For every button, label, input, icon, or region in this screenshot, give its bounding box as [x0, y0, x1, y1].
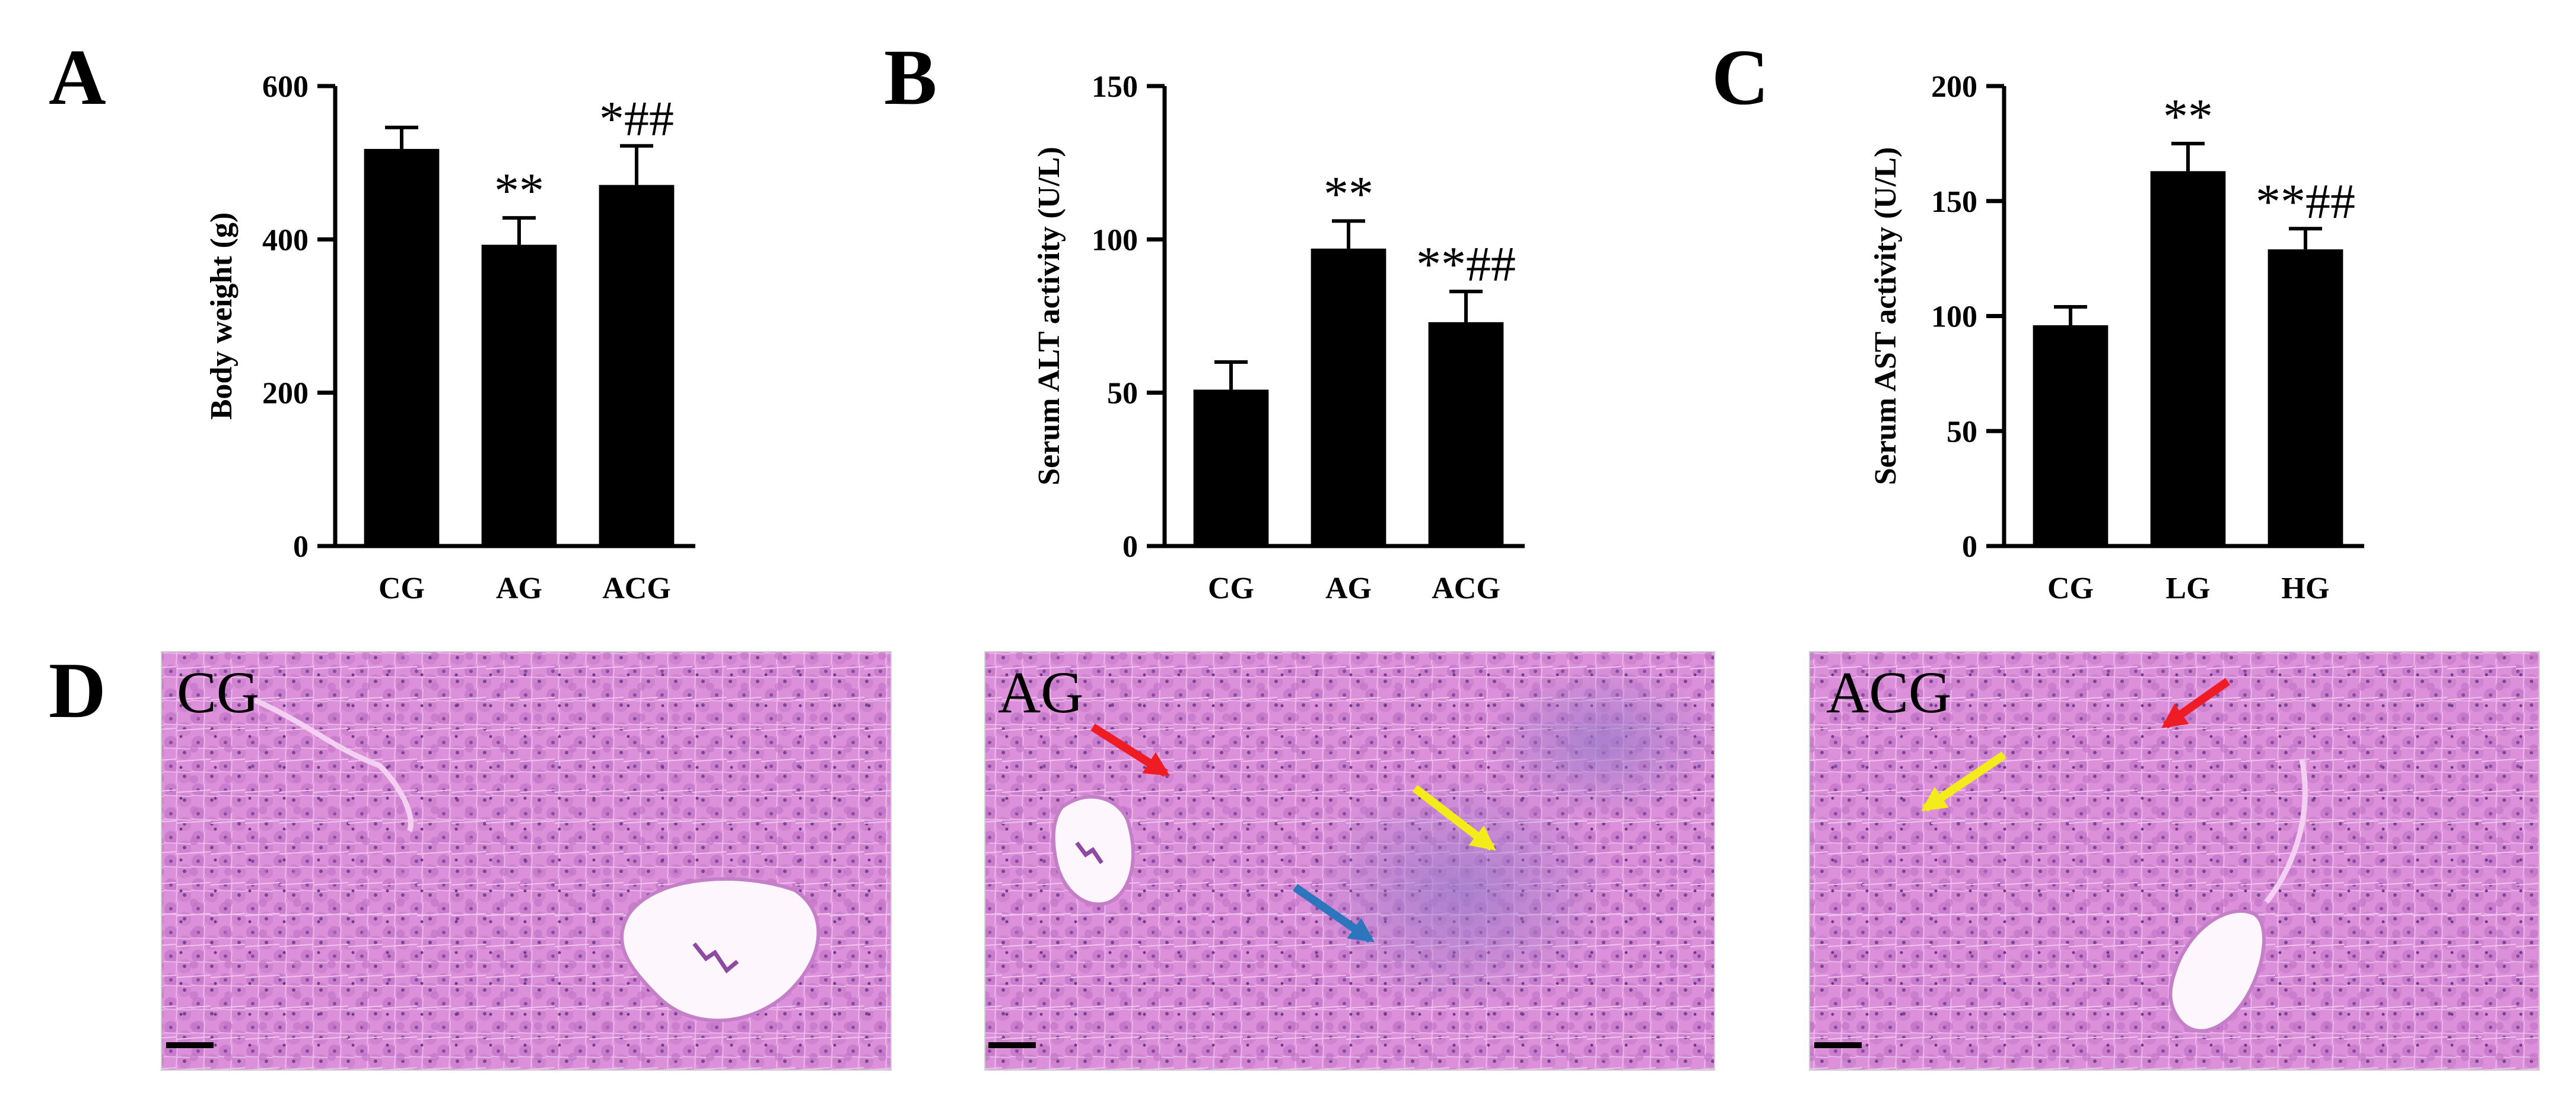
arrow-yellow-ag: [1412, 785, 1496, 851]
significance-acg: *##: [599, 91, 674, 147]
inflammatory-zone-ag-2: [1483, 665, 1720, 819]
bar-cg: [2033, 325, 2108, 546]
y-tick-label: 400: [262, 223, 309, 257]
micrograph-label-acg: ACG: [1826, 659, 1951, 725]
y-tick-label: 0: [1962, 530, 1977, 564]
significance-lg: **: [2163, 89, 2213, 144]
y-tick-label: 0: [1122, 530, 1138, 564]
bar-acg: [1428, 322, 1504, 546]
bar-lg: [2150, 171, 2226, 546]
y-tick-label: 200: [1931, 70, 1977, 104]
x-tick-label-hg: HG: [2282, 572, 2330, 605]
arrow-blue-ag: [1293, 884, 1375, 943]
bar-cg: [364, 148, 440, 546]
y-tick-label: 150: [1931, 185, 1977, 219]
x-tick-label-ag: AG: [1325, 572, 1372, 605]
sinusoid-cg: [254, 697, 414, 833]
chart-serum-alt: 0 50 100 150 Serum ALT activity (U/L) CG AG ** A…: [1032, 70, 1525, 605]
bar-ag: [481, 245, 557, 546]
x-tick-label-cg: CG: [379, 572, 425, 605]
micrograph-ag: AG: [984, 651, 1720, 1071]
chart-body-weight: 0 200 400 600 Body weight (g) CG AG ** ACG *##: [205, 70, 695, 605]
bar-ag: [1311, 248, 1386, 546]
tissue-texture-cg: [161, 652, 891, 1070]
chart-serum-ast: 0 50 100 150 200 Serum AST activity (U/L) CG LG…: [1869, 70, 2364, 605]
y-tick-label: 600: [262, 70, 309, 104]
significance-ag: **: [494, 163, 544, 218]
central-vein-cg: [620, 877, 820, 1023]
x-tick-label-cg: CG: [1208, 572, 1254, 605]
bar-cg: [1193, 389, 1269, 546]
panel-letter-c: C: [1712, 33, 1769, 121]
y-tick-label: 50: [1947, 415, 1977, 449]
micrograph-acg: ACG: [1809, 651, 2540, 1071]
significance-ag: **: [1324, 166, 1373, 221]
bar-acg: [599, 185, 675, 546]
x-tick-label-acg: ACG: [602, 572, 671, 605]
micrograph-cg: CG: [161, 651, 892, 1071]
frame-cg: [161, 651, 892, 1071]
bar-hg: [2267, 249, 2343, 546]
significance-acg: **##: [1416, 237, 1516, 292]
y-axis-label: Serum AST activity (U/L): [1869, 147, 1903, 485]
y-tick-label: 100: [1931, 300, 1977, 334]
panel-letter-a: A: [49, 33, 106, 121]
panel-letter-d: D: [49, 646, 106, 734]
blood-cells-ag: [1075, 841, 1103, 864]
y-axis-label: Body weight (g): [205, 212, 238, 420]
y-axis-label: Serum ALT activity (U/L): [1032, 147, 1066, 485]
x-tick-label-cg: CG: [2047, 572, 2094, 605]
inflammatory-zone-ag: [1305, 772, 1614, 1009]
scale-bar-acg: [1814, 1042, 1862, 1048]
arrow-red-ag: [1090, 723, 1171, 777]
panel-letter-b: B: [884, 33, 937, 121]
y-tick-label: 50: [1107, 377, 1138, 411]
blood-cells-cg: [692, 942, 739, 974]
frame-acg: [1809, 651, 2540, 1071]
micrograph-label-ag: AG: [998, 659, 1083, 725]
x-tick-label-ag: AG: [496, 572, 542, 605]
frame-ag: [984, 651, 1715, 1071]
y-tick-label: 0: [293, 530, 309, 564]
micrograph-label-cg: CG: [177, 659, 259, 725]
arrow-red-acg: [2161, 678, 2231, 729]
x-tick-label-lg: LG: [2165, 572, 2210, 605]
sinusoid-acg: [2264, 759, 2308, 904]
scale-bar-ag: [988, 1042, 1036, 1048]
y-tick-label: 200: [262, 377, 309, 411]
x-tick-label-acg: ACG: [1432, 572, 1500, 605]
central-vein-acg: [2168, 909, 2266, 1033]
y-tick-label: 100: [1092, 223, 1138, 257]
y-tick-label: 150: [1092, 70, 1138, 104]
significance-hg: **##: [2256, 174, 2355, 229]
scale-bar-cg: [166, 1042, 214, 1048]
arrow-yellow-acg: [1921, 751, 2006, 812]
